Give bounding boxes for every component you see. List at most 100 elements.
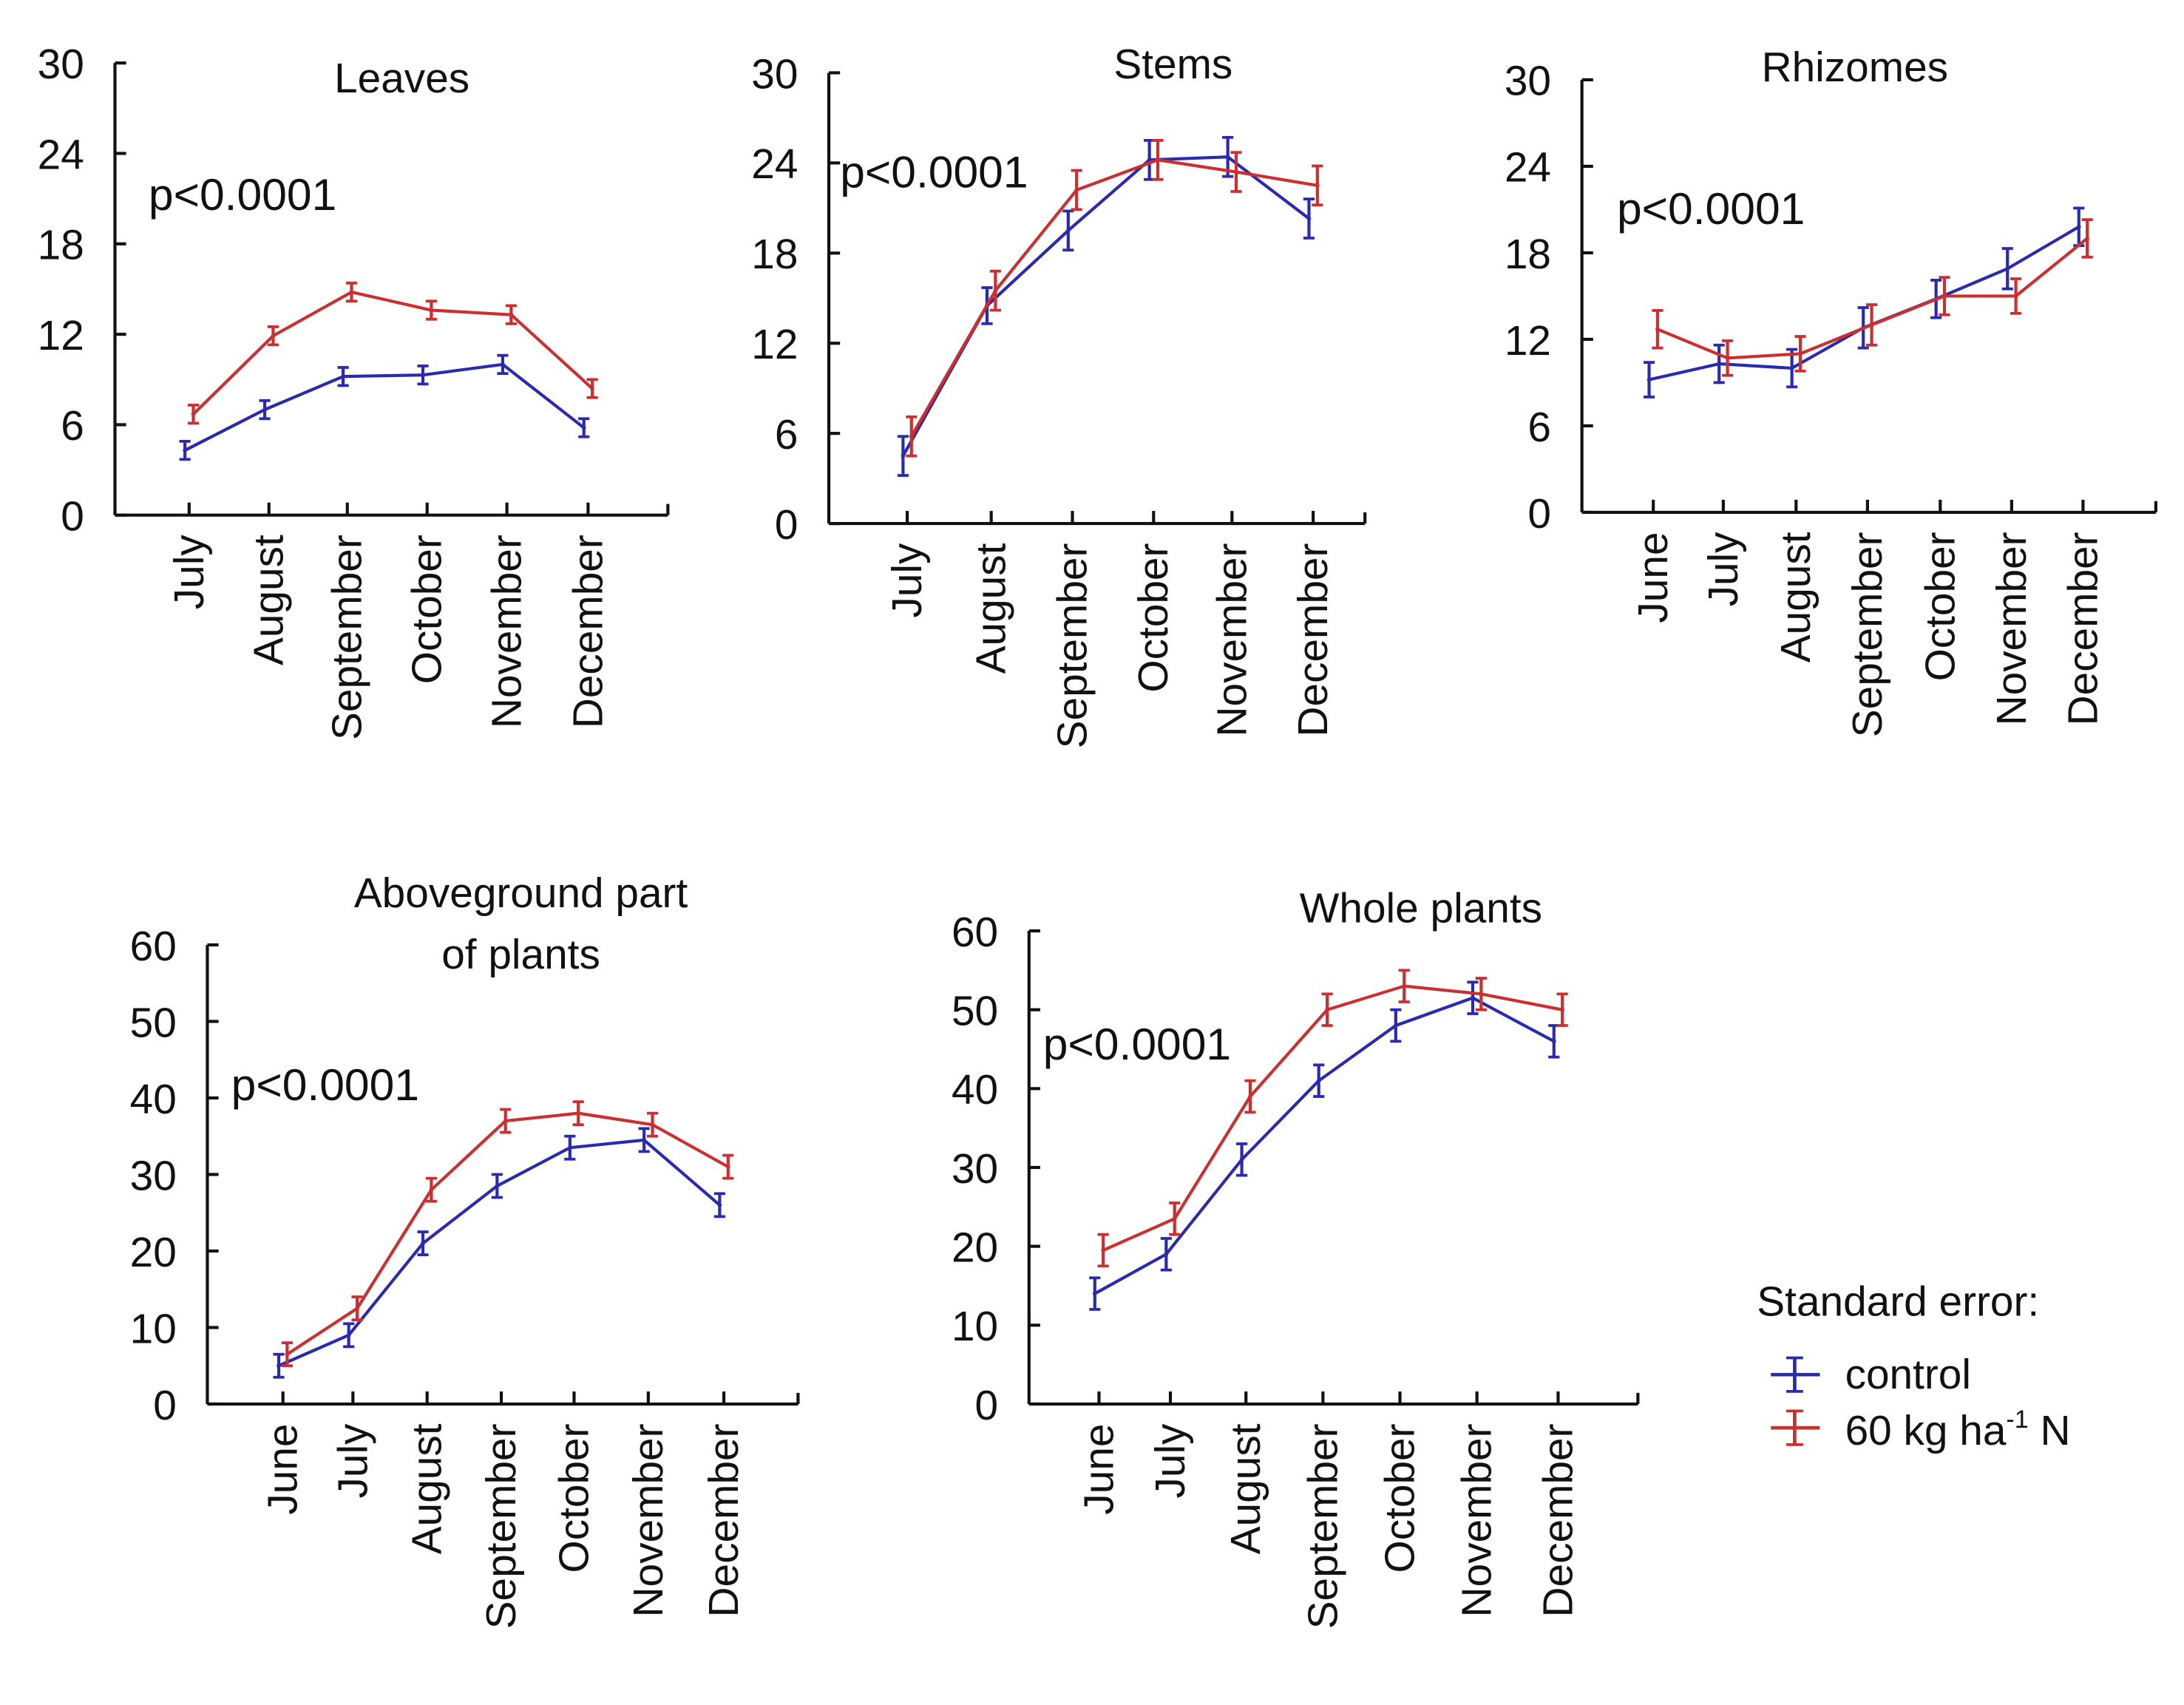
series-treatment	[906, 139, 1323, 458]
x-tick-label: June	[1630, 532, 1677, 623]
data-point	[567, 1145, 572, 1150]
data-point	[2013, 294, 2018, 299]
data-point	[1316, 1078, 1321, 1083]
y-tick-label: 10	[952, 1304, 998, 1350]
data-point	[1147, 157, 1152, 163]
series-control	[273, 1127, 725, 1379]
y-tick-label: 0	[61, 494, 84, 540]
data-point	[1156, 157, 1160, 163]
data-point	[642, 1138, 646, 1142]
x-tick-label: August	[1773, 532, 1820, 662]
x-tick-label: November	[1454, 1423, 1501, 1617]
data-point	[183, 448, 188, 452]
data-point	[1065, 228, 1071, 233]
chart-panel-stems: 0 6 12 18 24 30 July August September October Nove…	[751, 41, 1367, 749]
x-tick-label: October	[1377, 1423, 1423, 1573]
x-tick-label: November	[1209, 543, 1255, 737]
p-value-annotation: p<0.0001	[840, 147, 1028, 197]
data-point	[717, 1203, 722, 1207]
y-tick-label: 20	[952, 1224, 998, 1271]
series-control	[1089, 980, 1560, 1311]
x-tick-label: December	[565, 535, 611, 728]
legend-treatment-label: 60 kg ha-1 N	[1845, 1406, 2071, 1454]
data-point	[1172, 1216, 1177, 1221]
series-control	[1643, 206, 2085, 399]
y-tick-label: 60	[952, 909, 998, 956]
chart-title: Leaves	[334, 55, 469, 102]
y-tick-label: 6	[1527, 404, 1551, 451]
y-tick-label: 0	[1527, 491, 1551, 538]
data-point	[590, 386, 594, 391]
x-tick-label: December	[1290, 543, 1337, 737]
data-point	[725, 1165, 730, 1169]
x-tick-label: July	[1147, 1423, 1194, 1499]
legend-control-marker	[1771, 1356, 1820, 1393]
y-tick-label: 6	[775, 412, 798, 458]
x-tick-label: October	[404, 535, 451, 684]
series-treatment	[187, 281, 598, 425]
data-point	[421, 373, 425, 377]
y-tick-label: 30	[751, 51, 798, 98]
series-line	[184, 362, 586, 452]
x-tick-label: September	[478, 1423, 525, 1629]
p-value-annotation: p<0.0001	[1617, 183, 1805, 234]
x-tick-label: October	[1917, 532, 1964, 681]
chart-title: Aboveground part	[354, 870, 688, 917]
chart-panel-rhizomes: 0 6 12 18 24 30 June July August September October…	[1505, 44, 2157, 737]
data-point	[429, 1187, 434, 1192]
data-point	[1789, 366, 1794, 370]
p-value-annotation: p<0.0001	[1043, 1019, 1231, 1069]
data-point	[1402, 983, 1407, 989]
y-tick-label: 20	[130, 1230, 177, 1276]
data-point	[285, 1352, 290, 1357]
x-tick-label: October	[1130, 543, 1177, 693]
data-point	[901, 453, 906, 458]
data-point	[429, 308, 434, 313]
data-point	[1225, 155, 1230, 160]
legend-treatment-marker	[1771, 1409, 1820, 1446]
x-tick-label: September	[1300, 1423, 1346, 1629]
chart-title: Stems	[1113, 41, 1232, 88]
x-tick-label: September	[1049, 543, 1096, 749]
x-tick-label: September	[1845, 532, 1891, 737]
data-point	[1471, 995, 1475, 1000]
y-tick-label: 0	[975, 1383, 999, 1429]
data-point	[1798, 351, 1803, 356]
data-point	[1393, 1023, 1398, 1028]
data-point	[1551, 1039, 1556, 1044]
chart-panel-leaves: 0 6 12 18 24 30 July August September October Nove…	[38, 41, 670, 740]
data-point	[1306, 216, 1312, 221]
data-point	[1942, 294, 1947, 299]
x-tick-label: October	[551, 1423, 597, 1573]
data-point	[650, 1122, 655, 1128]
x-tick-label: June	[260, 1423, 307, 1514]
series-line	[901, 155, 1310, 457]
legend: Standard error: control 60 kg ha-1 N	[1757, 1279, 2070, 1454]
legend-title: Standard error:	[1757, 1279, 2039, 1326]
y-tick-label: 10	[130, 1306, 177, 1352]
x-tick-label: December	[2060, 532, 2106, 725]
y-tick-label: 24	[1505, 145, 1551, 191]
x-tick-label: August	[404, 1423, 451, 1554]
y-tick-label: 50	[952, 989, 998, 1035]
data-point	[1869, 322, 1874, 328]
x-tick-label: November	[1989, 532, 2035, 725]
data-point	[271, 333, 276, 338]
y-tick-label: 24	[751, 141, 798, 188]
y-tick-label: 12	[751, 322, 798, 368]
y-tick-label: 12	[38, 313, 84, 359]
chart-title: Rhizomes	[1762, 44, 1948, 91]
data-point	[1239, 1157, 1244, 1162]
chart-title: of plants	[441, 932, 600, 978]
y-tick-label: 30	[38, 41, 84, 88]
x-tick-label: June	[1076, 1423, 1122, 1514]
x-tick-label: July	[330, 1423, 376, 1499]
data-point	[576, 1111, 581, 1116]
data-point	[341, 374, 345, 379]
data-point	[501, 362, 505, 367]
p-value-annotation: p<0.0001	[149, 169, 336, 220]
series-treatment	[1652, 218, 2093, 377]
y-tick-label: 40	[130, 1077, 177, 1123]
chart-title: Whole plants	[1300, 886, 1542, 932]
